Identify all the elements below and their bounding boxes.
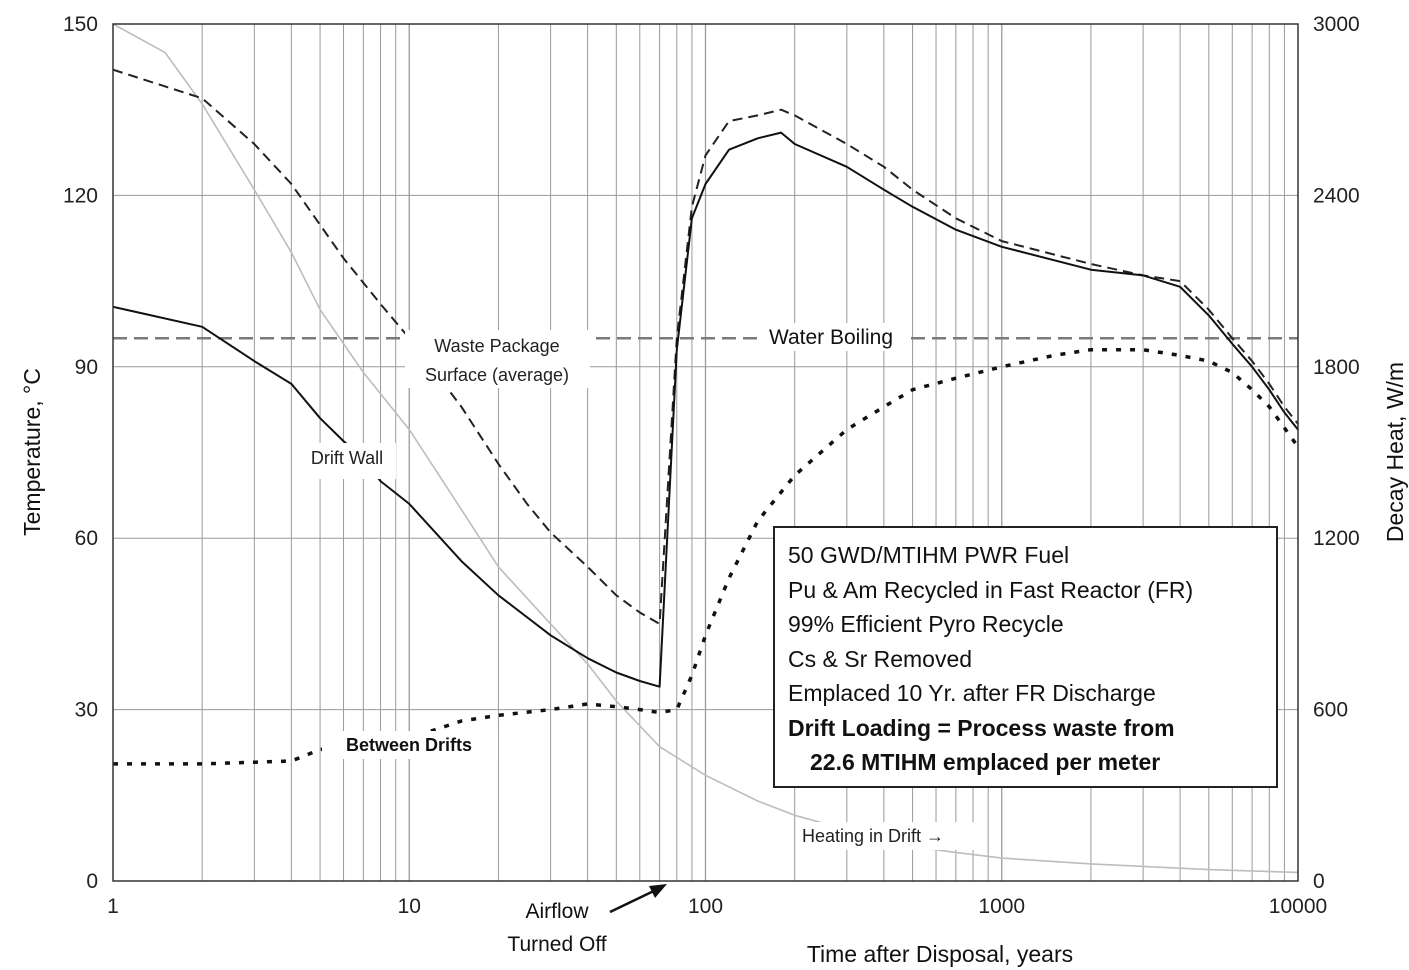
airflow-label-line1: Airflow [525, 900, 589, 923]
info-line-pyro: 99% Efficient Pyro Recycle [788, 611, 1064, 637]
airflow-label-line2: Turned Off [507, 933, 606, 956]
info-box: 50 GWD/MTIHM PWR Fuel Pu & Am Recycled i… [773, 526, 1278, 788]
info-line-emplaced: Emplaced 10 Yr. after FR Discharge [788, 680, 1156, 706]
between-drifts-label: Between Drifts [346, 735, 472, 755]
water-boiling-label-bg [758, 323, 904, 351]
y2-tick-label: 3000 [1313, 13, 1360, 36]
series-heating-in-drift [112, 23, 1299, 874]
y2-axis-label: Decay Heat, W/m [1382, 362, 1408, 542]
x-tick-label: 100 [688, 895, 723, 918]
x-tick-label: 1000 [978, 895, 1025, 918]
waste-package-label-bg [405, 330, 590, 388]
between-drifts-label-bg [322, 731, 498, 759]
series-between-drifts [113, 347, 1300, 766]
info-line-fuel: 50 GWD/MTIHM PWR Fuel [788, 542, 1070, 568]
y-tick-label: 30 [75, 699, 98, 722]
y2-tick-label: 0 [1313, 870, 1325, 893]
plot-frame [112, 23, 1299, 882]
drift-wall-label: Drift Wall [311, 448, 383, 468]
airflow-arrow-shaft [609, 886, 661, 914]
heating-in-drift-label: Heating in Drift → [802, 826, 944, 846]
info-line-recycled: Pu & Am Recycled in Fast Reactor (FR) [788, 576, 1194, 603]
waste-package-label-line2: Surface (average) [425, 365, 569, 385]
info-line-mtihm: 22.6 MTIHM emplaced per meter [810, 749, 1161, 775]
y2-tick-label: 1800 [1313, 356, 1360, 379]
water-boiling-label: Water Boiling [769, 326, 893, 349]
drift-wall-label-bg [298, 443, 396, 479]
series-waste-package-surface-average [112, 68, 1299, 625]
ticks: 1 10 100 1000 100000306090120150060012001800… [63, 13, 1360, 918]
x-tick-label: 1 [107, 895, 119, 918]
info-line-drift-loading: Drift Loading = Process waste from [788, 714, 1175, 741]
x-tick-label: 10000 [1269, 895, 1327, 918]
y-tick-label: 90 [75, 356, 98, 379]
y-tick-label: 150 [63, 13, 98, 36]
x-axis-label: Time after Disposal, years [807, 941, 1073, 967]
y-tick-label: 0 [86, 870, 98, 893]
y2-tick-label: 1200 [1313, 527, 1360, 550]
y2-tick-label: 600 [1313, 699, 1348, 722]
heating-in-drift-label-bg [798, 822, 984, 850]
airflow-arrow-head [649, 884, 667, 898]
waste-package-label-line1: Waste Package [434, 336, 559, 356]
y2-tick-label: 2400 [1313, 184, 1360, 207]
y-tick-label: 120 [63, 184, 98, 207]
y-tick-label: 60 [75, 527, 98, 550]
x-tick-label: 10 [398, 895, 421, 918]
info-line-cs-sr: Cs & Sr Removed [788, 645, 973, 672]
y-axis-label: Temperature, °C [19, 368, 45, 536]
